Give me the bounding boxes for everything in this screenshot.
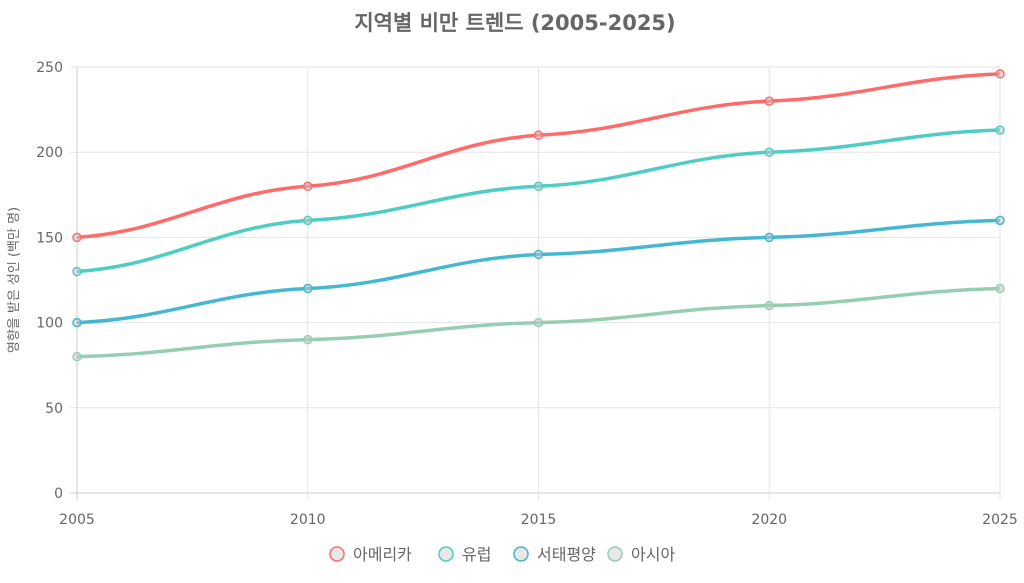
series-0 [72, 69, 1005, 243]
data-point [303, 334, 313, 345]
legend-marker-icon [438, 546, 454, 562]
legend-marker-icon [513, 546, 529, 562]
data-point [72, 266, 82, 277]
legend-label: 유럽 [462, 545, 491, 564]
y-tick-label: 150 [36, 230, 63, 246]
y-axis-label: 영향을 받은 성인 (백만 명) [7, 207, 22, 353]
data-point [303, 283, 313, 294]
legend-item[interactable]: 서태평양 [513, 545, 596, 564]
series-1 [72, 125, 1005, 277]
series-3 [72, 283, 1005, 362]
legend-item[interactable]: 아메리카 [329, 545, 412, 564]
y-tick-label: 200 [36, 145, 63, 161]
x-tick-label: 2025 [982, 512, 1018, 528]
data-point [995, 69, 1005, 79]
series-2 [72, 215, 1005, 328]
x-tick-label: 2015 [521, 512, 557, 528]
data-point [764, 300, 774, 311]
data-point [764, 232, 774, 243]
legend-label: 아메리카 [353, 545, 412, 564]
data-point [995, 283, 1005, 294]
data-point [72, 351, 82, 362]
legend-marker-icon [607, 546, 623, 562]
data-point [764, 147, 774, 157]
data-point [533, 181, 544, 192]
data-point [995, 215, 1005, 226]
legend-marker-icon [329, 546, 345, 562]
data-point [72, 317, 82, 328]
data-point [303, 215, 313, 226]
y-tick-label: 50 [45, 401, 63, 417]
y-tick-label: 100 [36, 316, 63, 332]
data-point [764, 96, 774, 106]
data-point [72, 232, 82, 243]
y-tick-label: 250 [36, 60, 63, 76]
legend-label: 서태평양 [537, 545, 596, 564]
data-point [533, 317, 544, 328]
data-point [533, 249, 544, 260]
x-tick-label: 2010 [290, 512, 326, 528]
data-point [533, 130, 544, 140]
x-tick-label: 2020 [751, 512, 787, 528]
data-point [303, 181, 313, 192]
data-point [995, 125, 1005, 135]
y-tick-label: 0 [54, 486, 63, 502]
x-tick-label: 2005 [59, 512, 95, 528]
legend-item[interactable]: 유럽 [438, 545, 491, 564]
chart-title: 지역별 비만 트렌드 (2005-2025) [354, 11, 675, 35]
legend-label: 아시아 [631, 545, 675, 564]
legend-item[interactable]: 아시아 [607, 545, 675, 564]
